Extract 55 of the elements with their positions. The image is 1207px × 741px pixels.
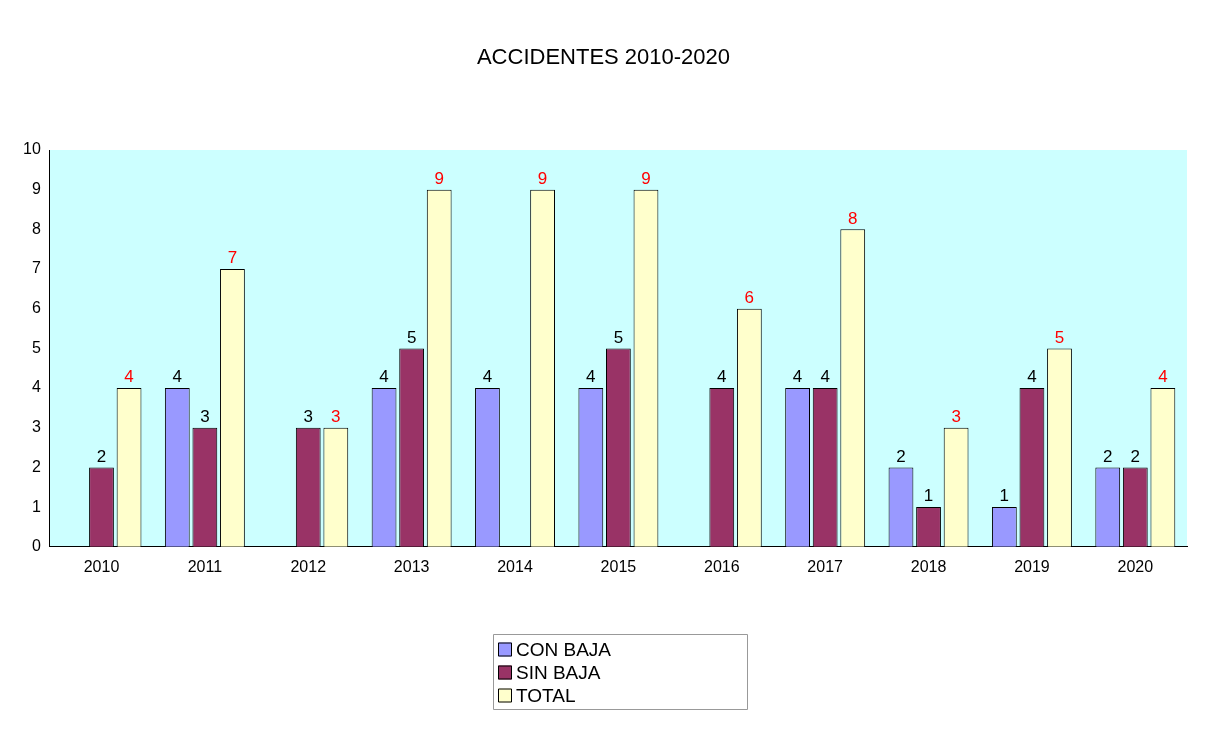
y-tick-label: 6: [31, 299, 41, 317]
data-label: 1: [999, 486, 1010, 506]
data-label: 3: [303, 406, 313, 426]
x-tick-label: 2018: [910, 557, 947, 575]
legend-label: CON BAJA: [516, 638, 612, 660]
x-tick-label: 2011: [187, 557, 223, 575]
data-label: 9: [434, 168, 444, 188]
x-tick-label: 2016: [703, 557, 740, 575]
data-label: 4: [792, 367, 803, 387]
data-label: 1: [923, 486, 934, 506]
data-label: 3: [200, 406, 210, 426]
data-label: 9: [537, 168, 548, 188]
data-label: 4: [124, 367, 134, 387]
data-label: 2: [96, 446, 107, 466]
data-label: 5: [406, 327, 417, 347]
data-label: 4: [1027, 367, 1037, 387]
legend-label: SIN BAJA: [516, 661, 601, 683]
data-label: 8: [848, 208, 858, 228]
x-tick-label: 2012: [290, 557, 327, 575]
data-label: 5: [613, 327, 624, 347]
data-label: 4: [717, 367, 727, 387]
data-label: 4: [172, 367, 183, 387]
data-label: 6: [744, 287, 755, 307]
data-label: 9: [641, 168, 651, 188]
y-tick-label: 7: [31, 259, 41, 277]
data-label: 2: [896, 446, 906, 466]
y-tick-label: 9: [31, 180, 41, 198]
chart-title: ACCIDENTES 2010-2020: [475, 44, 732, 70]
x-tick-label: 2014: [497, 557, 533, 575]
x-tick-label: 2019: [1014, 557, 1050, 575]
data-label: 2: [1103, 446, 1113, 466]
y-tick-label: 10: [23, 140, 41, 158]
data-label: 3: [951, 406, 961, 426]
data-label: 7: [227, 248, 238, 268]
y-tick-label: 0: [31, 537, 41, 555]
y-tick-label: 3: [31, 418, 41, 436]
data-label: 4: [820, 367, 830, 387]
data-label: 2: [1130, 446, 1141, 466]
y-tick-label: 2: [31, 457, 41, 475]
y-tick-label: 1: [31, 497, 41, 515]
legend-label: TOTAL: [516, 684, 576, 706]
x-tick-label: 2010: [83, 557, 120, 575]
y-tick-label: 8: [31, 219, 41, 237]
y-tick-label: 4: [31, 378, 41, 396]
x-tick-label: 2015: [600, 557, 637, 575]
y-tick-label: 5: [31, 338, 41, 356]
data-label: 3: [331, 406, 341, 426]
data-label: 4: [586, 367, 596, 387]
x-tick-label: 2020: [1117, 557, 1154, 575]
data-label: 5: [1054, 327, 1065, 347]
data-label: 4: [379, 367, 389, 387]
x-tick-label: 2017: [807, 557, 844, 575]
x-tick-label: 2013: [393, 557, 430, 575]
data-label: 4: [1158, 367, 1168, 387]
data-label: 4: [482, 367, 493, 387]
